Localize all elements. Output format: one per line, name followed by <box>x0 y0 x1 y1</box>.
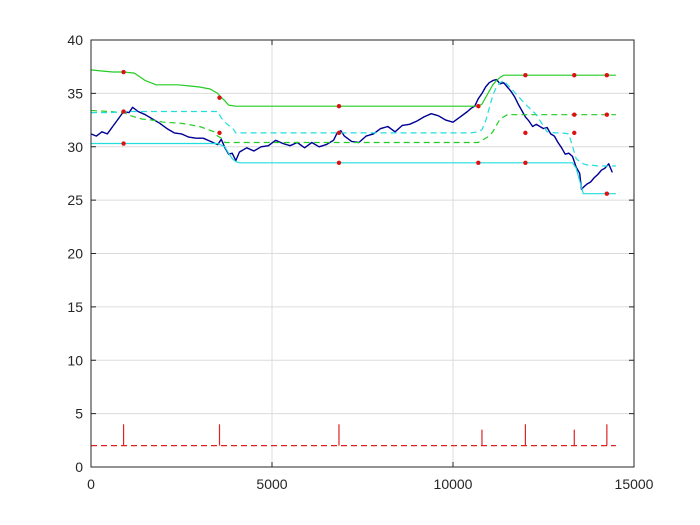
y-tick-label: 25 <box>67 192 83 208</box>
event-marker <box>604 112 610 117</box>
x-tick-label: 10000 <box>434 476 473 492</box>
event-marker <box>572 73 577 78</box>
marker-group <box>121 69 610 196</box>
event-marker <box>572 130 577 136</box>
y-tick-label: 20 <box>67 246 83 262</box>
y-tick-label: 15 <box>67 299 83 315</box>
event-marker <box>572 112 577 117</box>
event-marker <box>121 69 126 75</box>
x-tick-label: 15000 <box>615 476 654 492</box>
y-tick-label: 35 <box>67 85 83 101</box>
y-tick-label: 30 <box>67 139 83 155</box>
event-marker <box>476 103 481 109</box>
y-tick-label: 40 <box>67 32 83 48</box>
y-tick-label: 0 <box>75 459 83 475</box>
x-tick-label: 0 <box>87 476 95 492</box>
axis-ticks: 0 5000 10000 15000 0 5 10 15 20 25 30 35 40 <box>67 32 653 492</box>
event-marker <box>217 130 222 136</box>
event-marker <box>217 95 222 100</box>
y-tick-label: 10 <box>67 352 83 368</box>
signal-group <box>91 424 616 447</box>
price-dash-overlay <box>90 79 613 191</box>
event-marker <box>121 109 126 114</box>
lower-band-line <box>91 142 616 195</box>
event-marker <box>121 141 126 146</box>
upper-mid-band-line <box>90 109 616 144</box>
event-marker <box>604 73 610 78</box>
upper-band-line <box>90 69 616 107</box>
lower-mid-band-line <box>91 79 616 167</box>
y-tick-label: 5 <box>75 406 83 422</box>
series-group <box>90 69 616 195</box>
event-marker <box>336 130 342 136</box>
event-marker <box>523 130 528 136</box>
event-marker <box>336 103 342 109</box>
grid-lines <box>90 39 635 468</box>
event-marker <box>523 73 528 78</box>
event-marker <box>523 160 528 165</box>
event-marker <box>604 191 610 196</box>
event-marker <box>476 160 481 165</box>
x-tick-label: 5000 <box>256 476 287 492</box>
event-marker <box>336 160 342 165</box>
